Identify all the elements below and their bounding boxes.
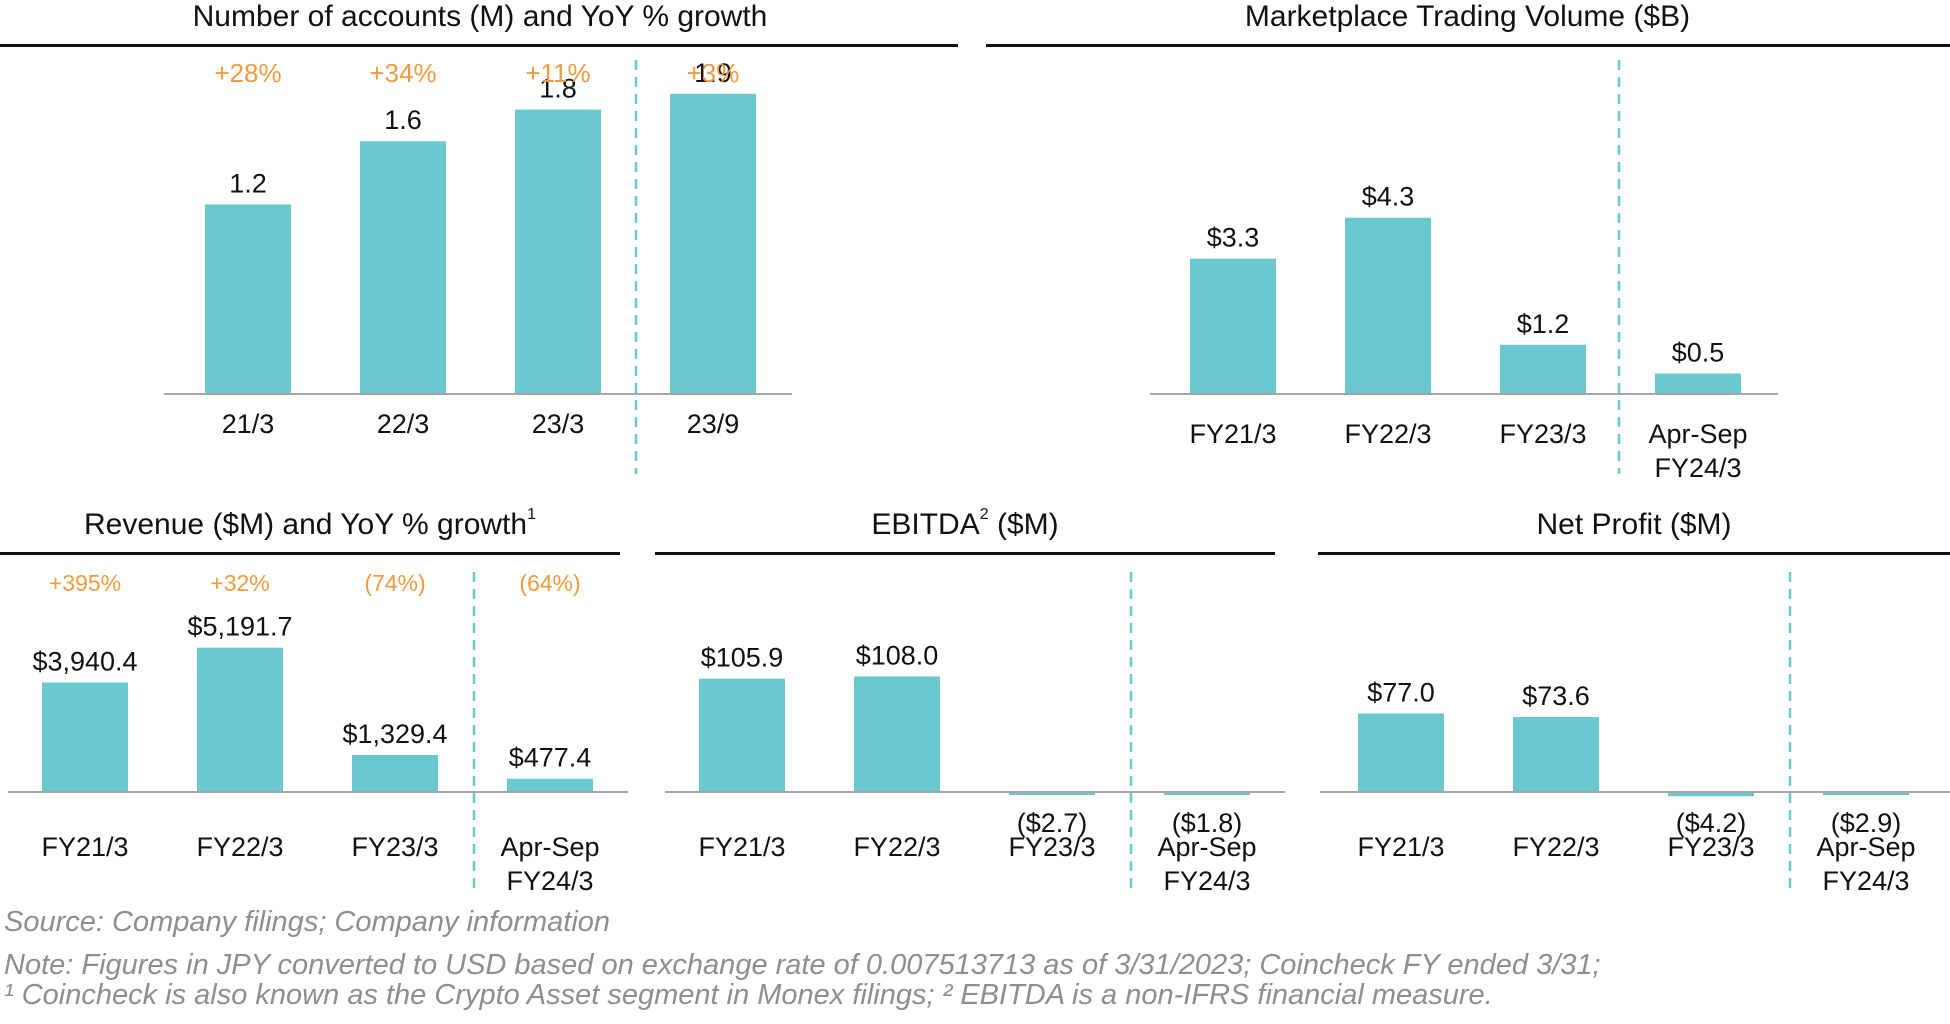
accounts-value-label-4: 1.9 (694, 58, 732, 88)
accounts-bar-2 (360, 141, 446, 394)
ebitda-bar-3 (1009, 792, 1095, 795)
source-footnote: Source: Company filings; Company informa… (4, 906, 611, 938)
volume-bar-2 (1345, 217, 1431, 394)
netprofit-category-label-4-line-2: FY24/3 (1822, 866, 1909, 896)
netprofit-bar-3 (1668, 792, 1754, 797)
volume-category-label-1: FY21/3 (1189, 419, 1276, 449)
accounts-growth-label-2: +34% (369, 58, 436, 88)
volume-bar-1 (1190, 258, 1276, 394)
note-line-1: Note: Figures in JPY converted to USD ba… (4, 949, 1601, 981)
ebitda-value-label-2: $108.0 (856, 640, 939, 670)
accounts-category-label-2: 22/3 (377, 409, 430, 439)
ebitda-value-label-4: ($1.8) (1172, 808, 1243, 838)
accounts-chart-title: Number of accounts (M) and YoY % growth (192, 0, 768, 33)
revenue-bar-2 (197, 647, 283, 792)
revenue-growth-label-1: +395% (49, 570, 121, 596)
note-footnote: Note: Figures in JPY converted to USD ba… (4, 950, 1601, 1010)
netprofit-value-label-3: ($4.2) (1676, 808, 1747, 838)
accounts-value-label-3: 1.8 (539, 74, 577, 104)
volume-value-label-3: $1.2 (1517, 309, 1570, 339)
accounts-category-label-3: 23/3 (532, 409, 585, 439)
ebitda-category-label-4-line-1: Apr-Sep (1157, 832, 1256, 862)
accounts-bar-1 (205, 204, 291, 394)
revenue-value-label-3: $1,329.4 (342, 719, 447, 749)
volume-title-rule (986, 44, 1950, 47)
netprofit-value-label-1: $77.0 (1367, 677, 1435, 707)
revenue-bar-1 (42, 682, 128, 792)
ebitda-category-label-1: FY21/3 (698, 832, 785, 862)
netprofit-value-label-2: $73.6 (1522, 681, 1590, 711)
volume-value-label-1: $3.3 (1207, 223, 1260, 253)
revenue-bar-4 (507, 778, 593, 792)
ebitda-bar-4 (1164, 792, 1250, 795)
ebitda-bar-2 (854, 676, 940, 792)
netprofit-category-label-3: FY23/3 (1667, 832, 1754, 862)
charts-canvas: 1.2 1.6 1.8 1.9 +28% +34% +11% +3% 21/3 22/3 23/3 2… (8, 58, 1950, 896)
volume-chart-title: Marketplace Trading Volume ($B) (1244, 0, 1691, 33)
accounts-bar-4 (670, 93, 756, 395)
revenue-growth-label-2: +32% (210, 570, 269, 596)
netprofit-chart-title: Net Profit ($M) (1536, 508, 1732, 541)
accounts-value-label-1: 1.2 (229, 168, 267, 198)
ebitda-bar-1 (699, 678, 785, 792)
note-line-2: ¹ Coincheck is also known as the Crypto … (4, 979, 1493, 1011)
accounts-value-label-2: 1.6 (384, 105, 422, 135)
accounts-category-label-4: 23/9 (687, 409, 740, 439)
netprofit-value-label-4: ($2.9) (1831, 808, 1902, 838)
volume-category-label-4-line-1: Apr-Sep (1648, 419, 1747, 449)
accounts-growth-label-3: +11% (525, 58, 590, 88)
accounts-bar-3 (515, 109, 601, 394)
ebitda-value-label-1: $105.9 (701, 643, 784, 673)
ebitda-value-label-3: ($2.7) (1017, 808, 1088, 838)
netprofit-bar-1 (1358, 713, 1444, 792)
volume-value-label-2: $4.3 (1362, 182, 1415, 212)
volume-category-label-3: FY23/3 (1499, 419, 1586, 449)
ebitda-category-label-2: FY22/3 (853, 832, 940, 862)
accounts-title-rule (0, 44, 958, 47)
revenue-chart-title: Revenue ($M) and YoY % growth1 (84, 506, 536, 541)
revenue-bar-3 (352, 755, 438, 792)
ebitda-category-label-3: FY23/3 (1008, 832, 1095, 862)
netprofit-bar-4 (1823, 792, 1909, 795)
revenue-category-label-4-line-2: FY24/3 (506, 866, 593, 896)
revenue-value-label-1: $3,940.4 (32, 646, 137, 676)
revenue-category-label-3: FY23/3 (351, 832, 438, 862)
volume-category-label-2: FY22/3 (1344, 419, 1431, 449)
ebitda-chart-title: EBITDA2 ($M) (871, 506, 1059, 541)
ebitda-title-rule (655, 552, 1275, 555)
revenue-category-label-1: FY21/3 (41, 832, 128, 862)
volume-bar-4 (1655, 373, 1741, 394)
accounts-growth-label-1: +28% (214, 58, 281, 88)
revenue-value-label-2: $5,191.7 (187, 612, 292, 642)
revenue-category-label-4-line-1: Apr-Sep (500, 832, 599, 862)
netprofit-category-label-4-line-1: Apr-Sep (1816, 832, 1915, 862)
netprofit-title-rule (1318, 552, 1950, 555)
netprofit-category-label-2: FY22/3 (1512, 832, 1599, 862)
accounts-category-label-1: 21/3 (222, 409, 275, 439)
volume-bar-3 (1500, 344, 1586, 394)
revenue-growth-label-4: (64%) (519, 570, 580, 596)
revenue-category-label-2: FY22/3 (196, 832, 283, 862)
revenue-value-label-4: $477.4 (509, 743, 592, 773)
revenue-growth-label-3: (74%) (364, 570, 425, 596)
revenue-title-rule (0, 552, 620, 555)
netprofit-bar-2 (1513, 716, 1599, 792)
accounts-growth-label-4: +3% (687, 58, 740, 88)
netprofit-category-label-1: FY21/3 (1357, 832, 1444, 862)
volume-category-label-4-line-2: FY24/3 (1654, 453, 1741, 483)
volume-value-label-4: $0.5 (1672, 338, 1725, 368)
ebitda-category-label-4-line-2: FY24/3 (1163, 866, 1250, 896)
